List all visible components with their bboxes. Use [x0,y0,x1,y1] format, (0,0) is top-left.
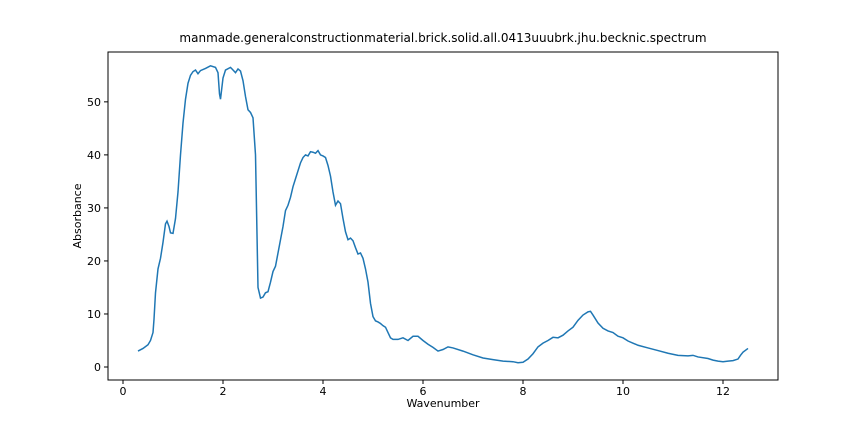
x-tick-label: 4 [320,385,327,398]
y-tick-label: 40 [87,149,101,162]
y-tick-label: 0 [94,361,101,374]
plot-frame [107,51,779,381]
x-tick-label: 2 [220,385,227,398]
x-tick-label: 12 [716,385,730,398]
y-axis-label: Absorbance [71,183,84,248]
y-tick-label: 20 [87,255,101,268]
x-axis-label: Wavenumber [406,397,480,410]
y-tick-label: 30 [87,202,101,215]
x-tick-label: 0 [120,385,127,398]
chart-title: manmade.generalconstructionmaterial.bric… [179,31,706,45]
data-line [137,64,749,364]
x-tick-label: 8 [520,385,527,398]
y-tick-label: 50 [87,96,101,109]
y-tick-label: 10 [87,308,101,321]
x-tick-label: 10 [616,385,630,398]
x-tick-label: 6 [420,385,427,398]
